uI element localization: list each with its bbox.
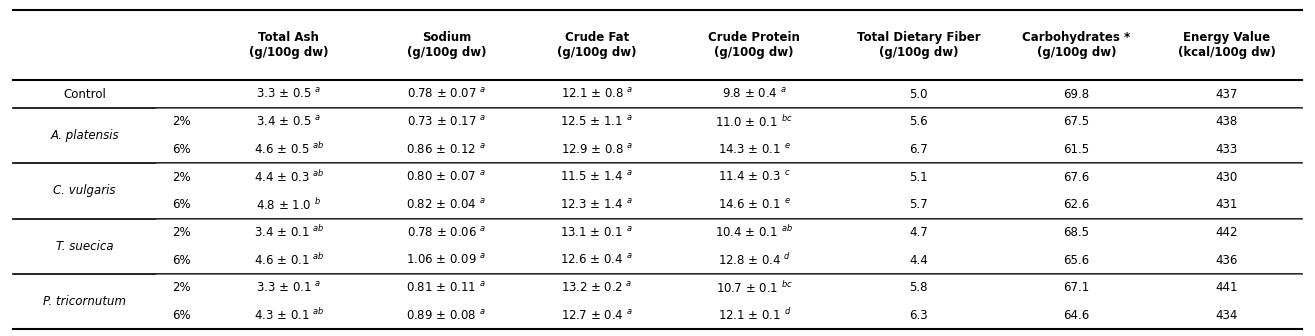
Text: 0.78 ± 0.07 $^{a}$: 0.78 ± 0.07 $^{a}$ (406, 87, 485, 101)
Text: 437: 437 (1215, 88, 1237, 101)
Text: P. tricornutum: P. tricornutum (43, 295, 126, 308)
Text: 6%: 6% (172, 198, 191, 211)
Text: 4.6 ± 0.5 $^{ab}$: 4.6 ± 0.5 $^{ab}$ (254, 141, 323, 157)
Text: 64.6: 64.6 (1064, 309, 1089, 322)
Text: 14.3 ± 0.1 $^{e}$: 14.3 ± 0.1 $^{e}$ (718, 142, 790, 157)
Text: 10.7 ± 0.1 $^{bc}$: 10.7 ± 0.1 $^{bc}$ (715, 280, 793, 296)
Text: 13.1 ± 0.1 $^{a}$: 13.1 ± 0.1 $^{a}$ (560, 225, 633, 240)
Text: 6.7: 6.7 (910, 143, 928, 156)
Text: 11.4 ± 0.3 $^{c}$: 11.4 ± 0.3 $^{c}$ (718, 170, 790, 184)
Text: 6%: 6% (172, 143, 191, 156)
Text: 6.3: 6.3 (910, 309, 928, 322)
Text: 4.4 ± 0.3 $^{ab}$: 4.4 ± 0.3 $^{ab}$ (254, 169, 323, 185)
Text: 2%: 2% (172, 115, 191, 128)
Text: 0.78 ± 0.06 $^{a}$: 0.78 ± 0.06 $^{a}$ (406, 225, 485, 240)
Text: 434: 434 (1215, 309, 1237, 322)
Text: 4.4: 4.4 (910, 254, 928, 267)
Text: 12.3 ± 1.4 $^{a}$: 12.3 ± 1.4 $^{a}$ (560, 198, 633, 212)
Text: 4.7: 4.7 (910, 226, 928, 239)
Text: Crude Fat
(g/100g dw): Crude Fat (g/100g dw) (556, 31, 636, 59)
Text: 1.06 ± 0.09 $^{a}$: 1.06 ± 0.09 $^{a}$ (406, 253, 487, 267)
Text: 12.6 ± 0.4 $^{a}$: 12.6 ± 0.4 $^{a}$ (560, 253, 633, 267)
Text: 68.5: 68.5 (1064, 226, 1089, 239)
Text: 0.86 ± 0.12 $^{a}$: 0.86 ± 0.12 $^{a}$ (406, 142, 487, 157)
Text: 2%: 2% (172, 226, 191, 239)
Text: 6%: 6% (172, 309, 191, 322)
Text: 431: 431 (1215, 198, 1237, 211)
Text: 3.4 ± 0.5 $^{a}$: 3.4 ± 0.5 $^{a}$ (256, 115, 321, 129)
Text: 11.0 ± 0.1 $^{bc}$: 11.0 ± 0.1 $^{bc}$ (715, 114, 793, 130)
Text: 12.1 ± 0.8 $^{a}$: 12.1 ± 0.8 $^{a}$ (560, 87, 633, 101)
Text: 4.6 ± 0.1 $^{ab}$: 4.6 ± 0.1 $^{ab}$ (254, 252, 323, 268)
Text: 10.4 ± 0.1 $^{ab}$: 10.4 ± 0.1 $^{ab}$ (715, 224, 793, 240)
Text: 11.5 ± 1.4 $^{a}$: 11.5 ± 1.4 $^{a}$ (560, 170, 633, 184)
Text: 61.5: 61.5 (1064, 143, 1089, 156)
Text: 67.6: 67.6 (1064, 171, 1089, 184)
Text: Sodium
(g/100g dw): Sodium (g/100g dw) (406, 31, 487, 59)
Text: 62.6: 62.6 (1064, 198, 1089, 211)
Text: 3.3 ± 0.5 $^{a}$: 3.3 ± 0.5 $^{a}$ (256, 87, 321, 101)
Text: 441: 441 (1215, 281, 1237, 294)
Text: 433: 433 (1215, 143, 1237, 156)
Text: 14.6 ± 0.1 $^{e}$: 14.6 ± 0.1 $^{e}$ (718, 198, 790, 212)
Text: 3.3 ± 0.1 $^{a}$: 3.3 ± 0.1 $^{a}$ (256, 281, 321, 295)
Text: 2%: 2% (172, 281, 191, 294)
Text: 0.73 ± 0.17 $^{a}$: 0.73 ± 0.17 $^{a}$ (406, 115, 485, 129)
Text: 65.6: 65.6 (1064, 254, 1089, 267)
Text: Carbohydrates *
(g/100g dw): Carbohydrates * (g/100g dw) (1022, 31, 1131, 59)
Text: 438: 438 (1215, 115, 1237, 128)
Text: Total Ash
(g/100g dw): Total Ash (g/100g dw) (249, 31, 329, 59)
Text: 0.81 ± 0.11 $^{a}$: 0.81 ± 0.11 $^{a}$ (406, 281, 487, 295)
Text: 67.1: 67.1 (1064, 281, 1089, 294)
Text: 67.5: 67.5 (1064, 115, 1089, 128)
Text: 3.4 ± 0.1 $^{ab}$: 3.4 ± 0.1 $^{ab}$ (254, 224, 323, 240)
Text: 12.5 ± 1.1 $^{a}$: 12.5 ± 1.1 $^{a}$ (560, 115, 633, 129)
Text: 12.9 ± 0.8 $^{a}$: 12.9 ± 0.8 $^{a}$ (560, 142, 633, 157)
Text: 5.0: 5.0 (910, 88, 928, 101)
Text: 12.1 ± 0.1 $^{d}$: 12.1 ± 0.1 $^{d}$ (718, 307, 790, 323)
Text: 5.7: 5.7 (910, 198, 928, 211)
Text: 13.2 ± 0.2 $^{a}$: 13.2 ± 0.2 $^{a}$ (562, 281, 633, 295)
Text: 69.8: 69.8 (1064, 88, 1089, 101)
Text: 4.8 ± 1.0 $^{b}$: 4.8 ± 1.0 $^{b}$ (256, 197, 321, 213)
Text: 2%: 2% (172, 171, 191, 184)
Text: T. suecica: T. suecica (57, 240, 113, 253)
Text: 5.8: 5.8 (910, 281, 928, 294)
Text: Control: Control (63, 88, 107, 101)
Text: Crude Protein
(g/100g dw): Crude Protein (g/100g dw) (709, 31, 800, 59)
Text: 0.89 ± 0.08 $^{a}$: 0.89 ± 0.08 $^{a}$ (406, 308, 487, 323)
Text: C. vulgaris: C. vulgaris (54, 184, 116, 198)
Text: 5.1: 5.1 (910, 171, 928, 184)
Text: 442: 442 (1215, 226, 1237, 239)
Text: A. platensis: A. platensis (50, 129, 120, 142)
Text: 430: 430 (1215, 171, 1237, 184)
Text: 12.8 ± 0.4 $^{d}$: 12.8 ± 0.4 $^{d}$ (718, 252, 790, 268)
Text: Energy Value
(kcal/100g dw): Energy Value (kcal/100g dw) (1178, 31, 1276, 59)
Text: 4.3 ± 0.1 $^{ab}$: 4.3 ± 0.1 $^{ab}$ (254, 307, 323, 323)
Text: 5.6: 5.6 (910, 115, 928, 128)
Text: 6%: 6% (172, 254, 191, 267)
Text: Total Dietary Fiber
(g/100g dw): Total Dietary Fiber (g/100g dw) (857, 31, 981, 59)
Text: 0.82 ± 0.04 $^{a}$: 0.82 ± 0.04 $^{a}$ (406, 198, 487, 212)
Text: 12.7 ± 0.4 $^{a}$: 12.7 ± 0.4 $^{a}$ (560, 308, 633, 323)
Text: 9.8 ± 0.4 $^{a}$: 9.8 ± 0.4 $^{a}$ (722, 87, 786, 101)
Text: 436: 436 (1215, 254, 1237, 267)
Text: 0.80 ± 0.07 $^{a}$: 0.80 ± 0.07 $^{a}$ (406, 170, 487, 184)
